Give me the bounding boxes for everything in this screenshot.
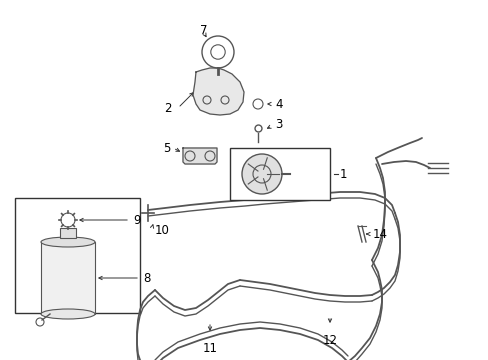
Text: 2: 2	[164, 102, 172, 114]
Text: 5: 5	[163, 141, 170, 154]
Text: 9: 9	[133, 213, 140, 226]
Text: 6: 6	[285, 167, 293, 180]
Bar	[60, 228, 76, 238]
Circle shape	[242, 154, 282, 194]
Text: 7: 7	[200, 23, 207, 36]
Ellipse shape	[41, 309, 95, 319]
Text: 13: 13	[278, 173, 292, 186]
Text: 12: 12	[322, 334, 337, 347]
Bar	[229, 148, 329, 200]
Text: 10: 10	[155, 225, 169, 238]
Polygon shape	[193, 68, 244, 115]
Polygon shape	[183, 148, 217, 164]
Ellipse shape	[41, 237, 95, 247]
Text: 8: 8	[142, 271, 150, 284]
Text: 11: 11	[202, 342, 217, 355]
Bar	[41, 242, 95, 314]
Text: 3: 3	[274, 117, 282, 130]
Text: 14: 14	[372, 228, 387, 240]
Text: 1: 1	[339, 167, 347, 180]
Text: 4: 4	[274, 98, 282, 111]
Bar	[15, 198, 140, 313]
